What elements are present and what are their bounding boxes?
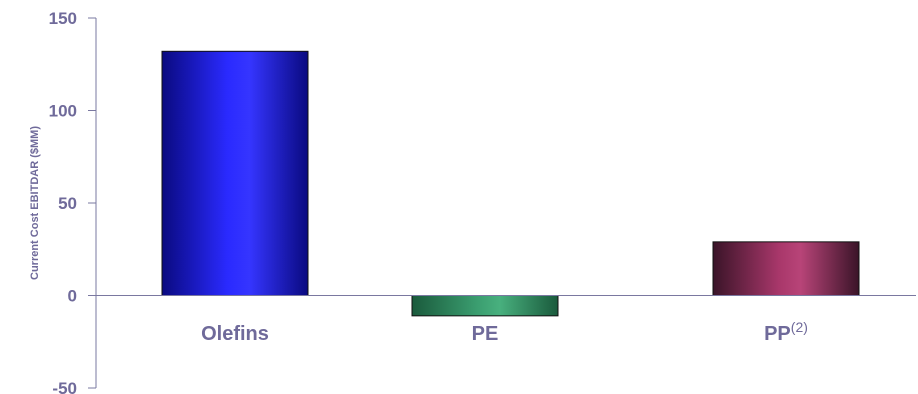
axes: [95, 18, 916, 388]
y-axis-ticks: 150 100 50 0 -50: [49, 9, 96, 394]
bar-pp: [712, 241, 860, 297]
y-tick-label: -50: [52, 379, 77, 394]
bar-pe: [411, 295, 559, 317]
bar-olefins: [161, 50, 309, 296]
y-axis-title: Current Cost EBITDAR ($MM): [29, 126, 41, 280]
category-labels: Olefins PE PP(2): [201, 319, 808, 345]
bars: [161, 50, 860, 317]
category-label-pp: PP(2): [764, 319, 808, 345]
y-tick-label: 100: [49, 102, 77, 121]
y-tick-label: 150: [49, 9, 77, 28]
category-label-pe: PE: [472, 323, 499, 345]
category-label-olefins: Olefins: [201, 323, 269, 345]
y-tick-label: 50: [58, 194, 77, 213]
y-tick-label: 0: [68, 287, 77, 306]
